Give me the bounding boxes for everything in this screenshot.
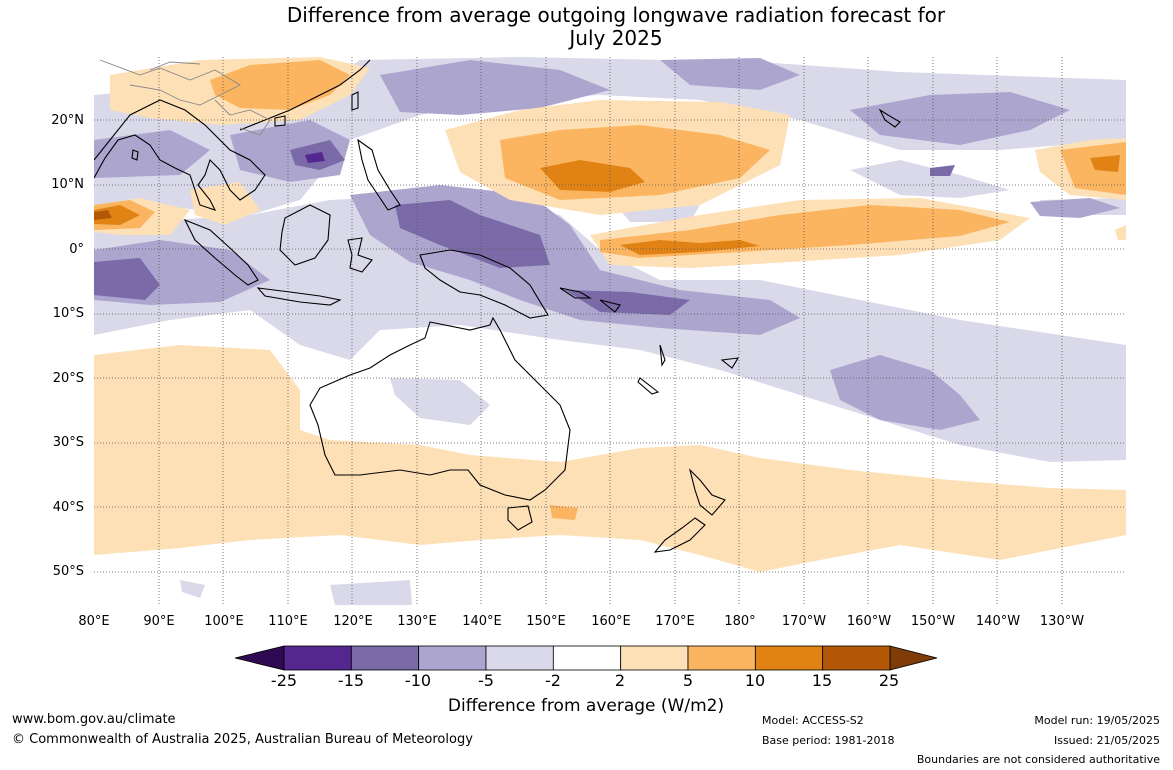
philippines-coast [357, 138, 401, 211]
colorbar-segment [687, 645, 756, 671]
lon-label-120e: 120°E [333, 614, 373, 629]
colorbar-tick-15: 15 [811, 671, 833, 690]
tasmania-coast [507, 505, 533, 531]
java-coast [256, 287, 342, 306]
china-coast [239, 59, 371, 131]
lon-label-170w: 170°W [781, 614, 827, 629]
anomaly-extreme-negative [305, 152, 325, 163]
colorbar-tick-minus-10: -10 [404, 671, 432, 690]
lat-label-40s: 40°S [52, 500, 84, 515]
colorbar [234, 645, 938, 671]
taiwan-coast [351, 91, 359, 111]
website-link[interactable]: www.bom.gov.au/climate [12, 712, 176, 727]
australia-coast [309, 316, 571, 501]
colorbar-extension-high [889, 645, 938, 671]
new-zealand-south-coast [653, 517, 706, 553]
lon-label-140w: 140°W [975, 614, 1021, 629]
colorbar-tick-5: 5 [682, 671, 694, 690]
map-area [94, 57, 1126, 605]
base-period: Base period: 1981-2018 [762, 734, 895, 747]
lat-label-20n: 20°N [51, 113, 84, 128]
borneo-coast [279, 204, 331, 266]
lon-label-110e: 110°E [268, 614, 308, 629]
title-line-1: Difference from average outgoing longwav… [286, 3, 946, 27]
lon-label-130w: 130°W [1039, 614, 1085, 629]
new-guinea-coast [419, 249, 549, 319]
lon-label-130e: 130°E [397, 614, 437, 629]
colorbar-segment [754, 645, 824, 671]
lon-label-80e: 80°E [78, 614, 110, 629]
hawaii-coast [878, 108, 901, 128]
colorbar-segment [418, 645, 487, 671]
lat-label-equator: 0° [69, 242, 84, 257]
sri-lanka-coast [131, 149, 139, 161]
boundaries-disclaimer: Boundaries are not considered authoritat… [916, 753, 1160, 766]
colorbar-tick-minus-25: -25 [270, 671, 298, 690]
lon-label-140e: 140°E [462, 614, 502, 629]
map-title: Difference from average outgoing longwav… [0, 4, 1173, 50]
lon-label-150e: 150°E [526, 614, 566, 629]
colorbar-segment [822, 645, 891, 671]
colorbar-title: Difference from average (W/m2) [447, 696, 725, 716]
colorbar-segment [552, 645, 622, 671]
lon-label-100e: 100°E [204, 614, 244, 629]
lat-label-50s: 50°S [52, 564, 84, 579]
fiji-coast [720, 357, 740, 369]
colorbar-segment [350, 645, 420, 671]
model-name: Model: ACCESS-S2 [762, 714, 864, 727]
lat-label-20s: 20°S [52, 371, 84, 386]
anomaly-strong-negative [94, 140, 955, 315]
colorbar-tick-2: 2 [614, 671, 626, 690]
hainan-coast [274, 115, 286, 127]
title-line-2: July 2025 [569, 26, 663, 50]
sumatra-coast [183, 218, 259, 286]
lat-label-10n: 10°N [51, 177, 84, 192]
model-run-date: Model run: 19/05/2025 [1034, 714, 1160, 727]
colorbar-segment [620, 645, 689, 671]
anomaly-strong-positive [94, 155, 1120, 255]
lon-label-160e: 160°E [591, 614, 631, 629]
lat-label-30s: 30°S [52, 435, 84, 450]
lat-label-10s: 10°S [52, 306, 84, 321]
vanuatu-coast [659, 344, 666, 367]
colorbar-tick-minus-2: -2 [545, 671, 561, 690]
mainland-asia-coast [94, 99, 266, 211]
colorbar-tick-minus-15: -15 [337, 671, 365, 690]
sulawesi-coast [347, 237, 373, 273]
colorbar-tick-minus-5: -5 [478, 671, 494, 690]
colorbar-segment [485, 645, 554, 671]
graticule [94, 57, 1126, 605]
new-caledonia-coast [637, 377, 660, 395]
lon-label-160w: 160°W [846, 614, 892, 629]
lon-label-180: 180° [724, 614, 756, 629]
lon-label-150w: 150°W [910, 614, 956, 629]
issued-date: Issued: 21/05/2025 [1053, 734, 1160, 747]
coastlines [94, 59, 901, 553]
colorbar-segment [283, 645, 352, 671]
colorbar-tick-10: 10 [744, 671, 766, 690]
anomaly-extreme-positive [94, 210, 112, 220]
lon-label-90e: 90°E [143, 614, 175, 629]
country-borders [99, 59, 271, 136]
solomon-islands-coast [559, 287, 621, 313]
colorbar-tick-25: 25 [878, 671, 900, 690]
new-zealand-north-coast [688, 468, 726, 516]
copyright-notice: © Commonwealth of Australia 2025, Austra… [12, 732, 473, 747]
colorbar-extension-low [234, 645, 285, 671]
lon-label-170e: 170°E [655, 614, 695, 629]
